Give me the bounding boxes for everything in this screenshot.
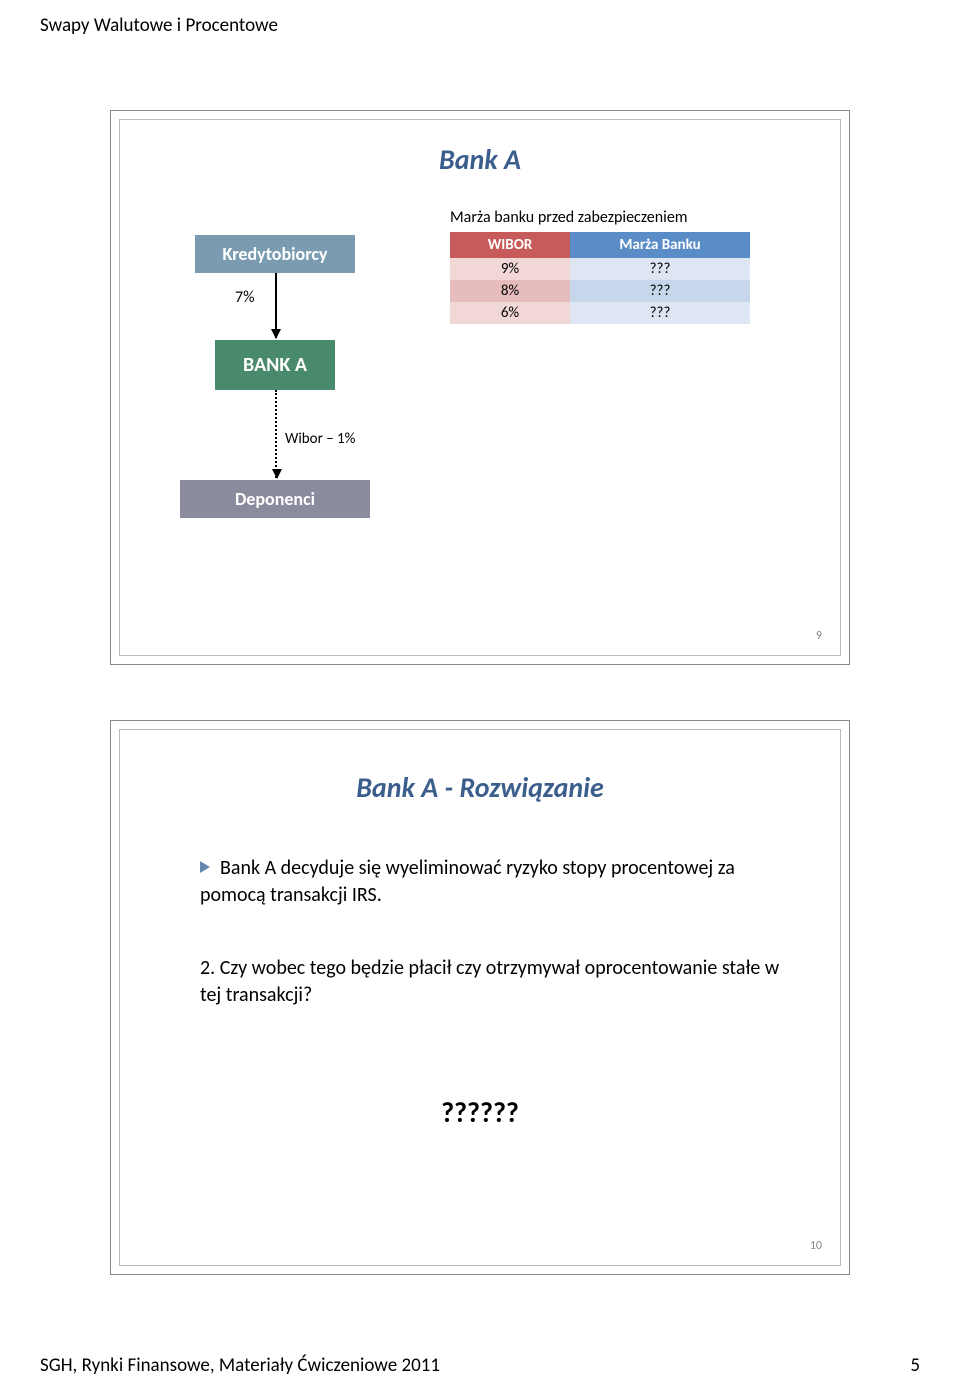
th-marza: Marża Banku	[570, 232, 750, 258]
th-wibor: WIBOR	[450, 232, 570, 258]
page-footer-left: SGH, Rynki Finansowe, Materiały Ćwiczeni…	[40, 1354, 440, 1377]
table-row: 9% ???	[450, 258, 750, 280]
slide-1-title: Bank A	[120, 142, 840, 177]
cell-marza: ???	[570, 280, 750, 302]
arrow-kredyt-to-bank	[275, 273, 277, 338]
box-kredytobiorcy: Kredytobiorcy	[195, 235, 355, 273]
page-header: Swapy Walutowe i Procentowe	[40, 14, 278, 37]
cell-wibor: 6%	[450, 302, 570, 324]
slide-1-number: 9	[816, 629, 822, 643]
table-caption: Marża banku przed zabezpieczeniem	[450, 208, 688, 227]
cell-marza: ???	[570, 258, 750, 280]
chevron-right-icon	[200, 861, 210, 873]
table-header-row: WIBOR Marża Banku	[450, 232, 750, 258]
slide-2-inner: Bank A - Rozwiązanie Bank A decyduje się…	[119, 729, 841, 1266]
slide-1: Bank A Kredytobiorcy 7% BANK A Wibor – 1…	[110, 110, 850, 665]
numbered-item: 2. Czy wobec tego będzie płacił czy otrz…	[200, 955, 780, 1009]
bullet-item: Bank A decyduje się wyeliminować ryzyko …	[200, 855, 780, 909]
slide-2-number: 10	[810, 1239, 822, 1253]
margin-table: WIBOR Marża Banku 9% ??? 8% ??? 6% ???	[450, 232, 750, 324]
bullet-text: Bank A decyduje się wyeliminować ryzyko …	[200, 856, 735, 907]
cell-marza: ???	[570, 302, 750, 324]
cell-wibor: 9%	[450, 258, 570, 280]
question-marks: ??????	[120, 1095, 840, 1130]
slide-2-title: Bank A - Rozwiązanie	[120, 770, 840, 805]
cell-wibor: 8%	[450, 280, 570, 302]
page-footer-right: 5	[910, 1354, 920, 1377]
box-deponenci: Deponenci	[180, 480, 370, 518]
label-fixed-7pct: 7%	[235, 288, 255, 307]
arrow-bank-to-deponenci	[275, 390, 277, 478]
table-row: 6% ???	[450, 302, 750, 324]
slide-1-inner: Bank A Kredytobiorcy 7% BANK A Wibor – 1…	[119, 119, 841, 656]
label-wibor-minus-1: Wibor – 1%	[285, 430, 355, 448]
slide-2: Bank A - Rozwiązanie Bank A decyduje się…	[110, 720, 850, 1275]
table-row: 8% ???	[450, 280, 750, 302]
box-bank-a: BANK A	[215, 340, 335, 390]
